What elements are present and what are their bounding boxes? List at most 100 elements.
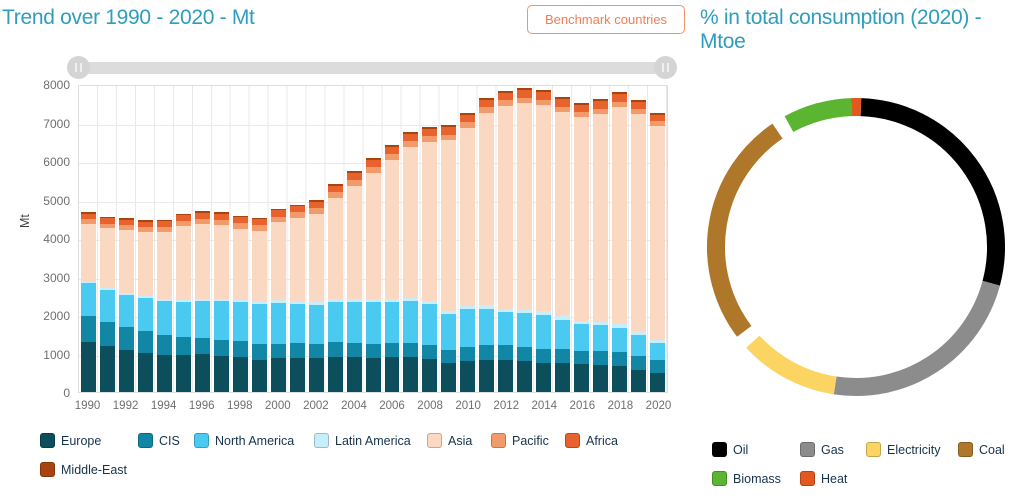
bar-segment-north-america[interactable] — [156, 300, 172, 336]
bar-segment-cis[interactable] — [156, 335, 172, 355]
bar-segment-africa[interactable] — [270, 210, 286, 217]
bar-1999[interactable] — [250, 86, 269, 392]
bar-segment-pacific[interactable] — [118, 225, 134, 231]
bar-segment-cis[interactable] — [460, 347, 476, 362]
bar-segment-africa[interactable] — [251, 219, 267, 226]
bar-segment-cis[interactable] — [308, 344, 324, 358]
bar-segment-cis[interactable] — [251, 343, 267, 360]
bar-segment-africa[interactable] — [403, 133, 419, 141]
bar-segment-europe[interactable] — [346, 357, 362, 392]
bar-segment-africa[interactable] — [194, 212, 210, 219]
bar-segment-asia[interactable] — [81, 223, 96, 282]
bar-segment-middle-east[interactable] — [137, 220, 153, 222]
bar-segment-europe[interactable] — [232, 357, 248, 392]
bar-segment-europe[interactable] — [137, 353, 153, 392]
bar-segment-europe[interactable] — [213, 355, 229, 392]
bar-segment-middle-east[interactable] — [574, 102, 590, 105]
bar-segment-africa[interactable] — [289, 206, 305, 213]
bar-2012[interactable] — [496, 86, 515, 392]
bar-2013[interactable] — [515, 86, 534, 392]
bar-2007[interactable] — [401, 86, 420, 392]
bar-segment-pacific[interactable] — [517, 97, 533, 104]
bar-segment-north-america[interactable] — [574, 324, 590, 351]
bar-segment-europe[interactable] — [289, 357, 305, 392]
bar-segment-north-america[interactable] — [384, 301, 400, 344]
bar-2018[interactable] — [610, 86, 629, 392]
bar-segment-latin-america[interactable] — [346, 299, 362, 302]
bar-segment-asia[interactable] — [365, 173, 381, 300]
bar-segment-cis[interactable] — [479, 345, 495, 361]
bar-2019[interactable] — [629, 86, 648, 392]
bar-segment-pacific[interactable] — [365, 166, 381, 174]
bar-segment-latin-america[interactable] — [137, 295, 153, 298]
bar-segment-pacific[interactable] — [213, 219, 229, 226]
bar-segment-latin-america[interactable] — [99, 287, 115, 290]
bar-2016[interactable] — [572, 86, 591, 392]
bar-segment-europe[interactable] — [175, 354, 191, 392]
bar-segment-africa[interactable] — [99, 217, 115, 224]
bar-segment-north-america[interactable] — [251, 304, 267, 344]
bar-segment-africa[interactable] — [536, 92, 552, 100]
bar-segment-pacific[interactable] — [137, 227, 153, 233]
bar-segment-europe[interactable] — [365, 357, 381, 392]
bar-segment-pacific[interactable] — [555, 106, 571, 112]
bar-segment-pacific[interactable] — [156, 227, 172, 233]
bar-segment-asia[interactable] — [517, 103, 533, 310]
bar-segment-asia[interactable] — [479, 113, 495, 306]
bar-segment-latin-america[interactable] — [555, 316, 571, 320]
bar-segment-europe[interactable] — [99, 346, 115, 392]
bar-2008[interactable] — [420, 86, 439, 392]
bar-2001[interactable] — [288, 86, 307, 392]
bar-segment-africa[interactable] — [213, 213, 229, 220]
bar-segment-africa[interactable] — [365, 160, 381, 167]
bar-segment-pacific[interactable] — [612, 101, 628, 107]
bar-segment-middle-east[interactable] — [213, 212, 229, 214]
bar-segment-cis[interactable] — [536, 348, 552, 363]
bar-segment-latin-america[interactable] — [479, 305, 495, 309]
bar-segment-asia[interactable] — [289, 218, 305, 302]
bar-segment-north-america[interactable] — [631, 334, 647, 356]
legend-item-oil[interactable]: Oil — [712, 442, 800, 457]
bar-segment-europe[interactable] — [536, 362, 552, 392]
bar-segment-europe[interactable] — [631, 369, 647, 392]
bar-segment-pacific[interactable] — [346, 179, 362, 186]
bar-segment-asia[interactable] — [536, 105, 552, 311]
bar-segment-latin-america[interactable] — [232, 300, 248, 303]
bar-segment-pacific[interactable] — [308, 207, 324, 214]
bar-segment-europe[interactable] — [403, 356, 419, 392]
legend-item-cis[interactable]: CIS — [138, 433, 194, 448]
bar-segment-asia[interactable] — [232, 228, 248, 301]
bar-segment-latin-america[interactable] — [650, 340, 666, 344]
bar-segment-africa[interactable] — [346, 173, 362, 180]
bar-segment-europe[interactable] — [593, 365, 609, 392]
legend-item-coal[interactable]: Coal — [958, 442, 1017, 457]
bar-segment-africa[interactable] — [517, 90, 533, 98]
bar-segment-asia[interactable] — [422, 142, 438, 301]
legend-item-north-america[interactable]: North America — [194, 433, 314, 448]
bar-segment-cis[interactable] — [403, 342, 419, 357]
bar-segment-asia[interactable] — [650, 125, 666, 341]
bar-segment-middle-east[interactable] — [441, 125, 457, 128]
bar-segment-latin-america[interactable] — [194, 298, 210, 301]
bar-segment-middle-east[interactable] — [631, 100, 647, 103]
bar-segment-latin-america[interactable] — [384, 298, 400, 302]
bar-segment-cis[interactable] — [346, 343, 362, 358]
bar-segment-africa[interactable] — [422, 128, 438, 137]
bar-1996[interactable] — [193, 86, 212, 392]
bar-segment-latin-america[interactable] — [308, 302, 324, 305]
bar-segment-middle-east[interactable] — [270, 208, 286, 211]
bar-segment-africa[interactable] — [232, 217, 248, 224]
bar-segment-africa[interactable] — [479, 99, 495, 108]
bar-segment-middle-east[interactable] — [479, 97, 495, 100]
bar-1990[interactable] — [79, 86, 98, 392]
bar-segment-asia[interactable] — [631, 114, 647, 332]
bar-segment-europe[interactable] — [612, 366, 628, 392]
bar-segment-north-america[interactable] — [536, 314, 552, 349]
bar-segment-middle-east[interactable] — [498, 90, 514, 93]
bar-segment-cis[interactable] — [365, 344, 381, 358]
slider-handle-max[interactable] — [654, 56, 677, 79]
bar-segment-asia[interactable] — [574, 117, 590, 321]
bar-segment-latin-america[interactable] — [327, 299, 343, 302]
bar-segment-north-america[interactable] — [81, 283, 96, 317]
bar-segment-latin-america[interactable] — [498, 309, 514, 313]
